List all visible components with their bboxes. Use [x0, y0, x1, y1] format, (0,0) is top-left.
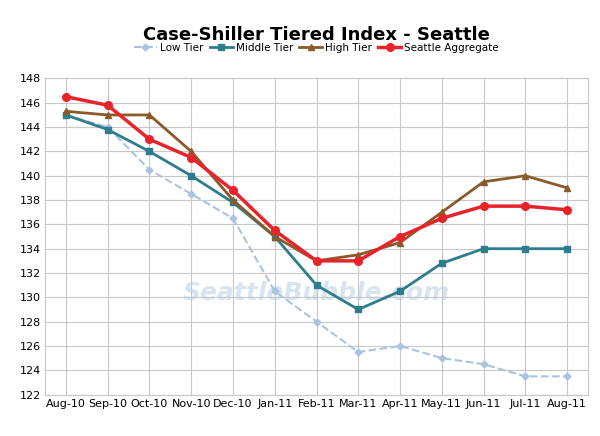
- Seattle Aggregate: [229, 188, 236, 193]
- Text: SeattleBubble.com: SeattleBubble.com: [183, 281, 450, 306]
- Seattle Aggregate: [313, 258, 320, 263]
- High Tier: [271, 234, 278, 239]
- Middle Tier: [104, 127, 111, 132]
- Low Tier: [563, 374, 571, 379]
- Seattle Aggregate: [188, 155, 195, 160]
- High Tier: [229, 198, 236, 203]
- High Tier: [188, 149, 195, 154]
- Low Tier: [62, 112, 70, 118]
- High Tier: [146, 112, 153, 118]
- Middle Tier: [355, 307, 362, 312]
- Low Tier: [355, 349, 362, 354]
- Low Tier: [188, 191, 195, 197]
- High Tier: [355, 252, 362, 257]
- Seattle Aggregate: [397, 234, 404, 239]
- Seattle Aggregate: [271, 228, 278, 233]
- Middle Tier: [271, 234, 278, 239]
- Low Tier: [397, 343, 404, 348]
- Low Tier: [271, 289, 278, 294]
- Low Tier: [480, 361, 487, 367]
- Middle Tier: [146, 149, 153, 154]
- Legend: Low Tier, Middle Tier, High Tier, Seattle Aggregate: Low Tier, Middle Tier, High Tier, Seattl…: [134, 43, 499, 53]
- Seattle Aggregate: [146, 136, 153, 142]
- Line: Seattle Aggregate: Seattle Aggregate: [62, 93, 571, 265]
- Low Tier: [438, 355, 445, 361]
- Middle Tier: [188, 173, 195, 178]
- Low Tier: [522, 374, 529, 379]
- Middle Tier: [563, 246, 571, 251]
- Seattle Aggregate: [104, 102, 111, 108]
- Middle Tier: [480, 246, 487, 251]
- Seattle Aggregate: [563, 207, 571, 212]
- Middle Tier: [397, 289, 404, 294]
- Middle Tier: [522, 246, 529, 251]
- Low Tier: [146, 167, 153, 172]
- Seattle Aggregate: [480, 204, 487, 209]
- Title: Case-Shiller Tiered Index - Seattle: Case-Shiller Tiered Index - Seattle: [143, 26, 490, 44]
- Line: Middle Tier: Middle Tier: [63, 112, 570, 313]
- Middle Tier: [438, 261, 445, 266]
- High Tier: [62, 109, 70, 114]
- Middle Tier: [313, 283, 320, 288]
- Low Tier: [313, 319, 320, 324]
- Seattle Aggregate: [522, 204, 529, 209]
- High Tier: [522, 173, 529, 178]
- Middle Tier: [229, 200, 236, 205]
- Line: Low Tier: Low Tier: [64, 112, 569, 379]
- High Tier: [313, 258, 320, 263]
- High Tier: [397, 240, 404, 245]
- High Tier: [438, 210, 445, 215]
- Seattle Aggregate: [62, 94, 70, 99]
- High Tier: [563, 185, 571, 191]
- Seattle Aggregate: [355, 258, 362, 263]
- High Tier: [480, 179, 487, 184]
- Low Tier: [104, 125, 111, 130]
- Seattle Aggregate: [438, 216, 445, 221]
- Line: High Tier: High Tier: [62, 108, 571, 264]
- Middle Tier: [62, 112, 70, 118]
- High Tier: [104, 112, 111, 118]
- Low Tier: [229, 216, 236, 221]
